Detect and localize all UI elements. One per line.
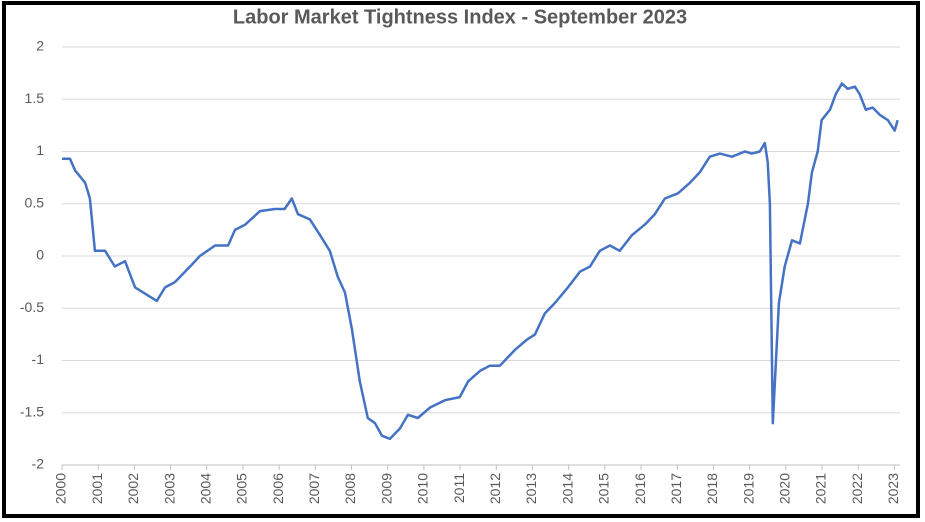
- x-tick-label: 2000: [53, 473, 69, 504]
- x-tick-label: 2020: [777, 473, 793, 504]
- x-tick-label: 2012: [487, 473, 503, 504]
- y-tick-label: -1: [32, 351, 45, 367]
- x-tick-label: 2013: [523, 473, 539, 504]
- x-tick-label: 2007: [306, 473, 322, 504]
- x-tick-label: 2019: [740, 473, 756, 504]
- x-tick-label: 2003: [161, 473, 177, 504]
- x-tick-label: 2006: [270, 473, 286, 504]
- x-tick-label: 2014: [559, 473, 575, 504]
- y-tick-label: 1: [36, 142, 44, 158]
- chart-title: Labor Market Tightness Index - September…: [233, 6, 687, 28]
- x-tick-label: 2010: [415, 473, 431, 504]
- y-tick-label: -0.5: [20, 299, 44, 315]
- x-tick-label: 2017: [668, 473, 684, 504]
- x-tick-label: 2021: [813, 473, 829, 504]
- y-tick-label: 0: [36, 247, 44, 263]
- x-tick-label: 2009: [378, 473, 394, 504]
- x-tick-label: 2016: [632, 473, 648, 504]
- y-tick-label: 0.5: [25, 194, 45, 210]
- x-tick-label: 2002: [125, 473, 141, 504]
- x-tick-label: 2018: [704, 473, 720, 504]
- x-tick-label: 2011: [451, 473, 467, 503]
- x-tick-label: 2001: [89, 473, 105, 504]
- x-tick-label: 2004: [197, 473, 213, 504]
- x-tick-label: 2022: [849, 473, 865, 504]
- x-tick-label: 2015: [596, 473, 612, 504]
- y-tick-label: -1.5: [20, 403, 44, 419]
- y-tick-label: 2: [36, 38, 44, 54]
- y-tick-label: -2: [32, 456, 45, 472]
- series-line: [62, 82, 899, 441]
- x-tick-label: 2008: [342, 473, 358, 504]
- x-tick-label: 2005: [234, 473, 250, 504]
- x-tick-label: 2023: [885, 473, 901, 504]
- y-tick-label: 1.5: [25, 90, 45, 106]
